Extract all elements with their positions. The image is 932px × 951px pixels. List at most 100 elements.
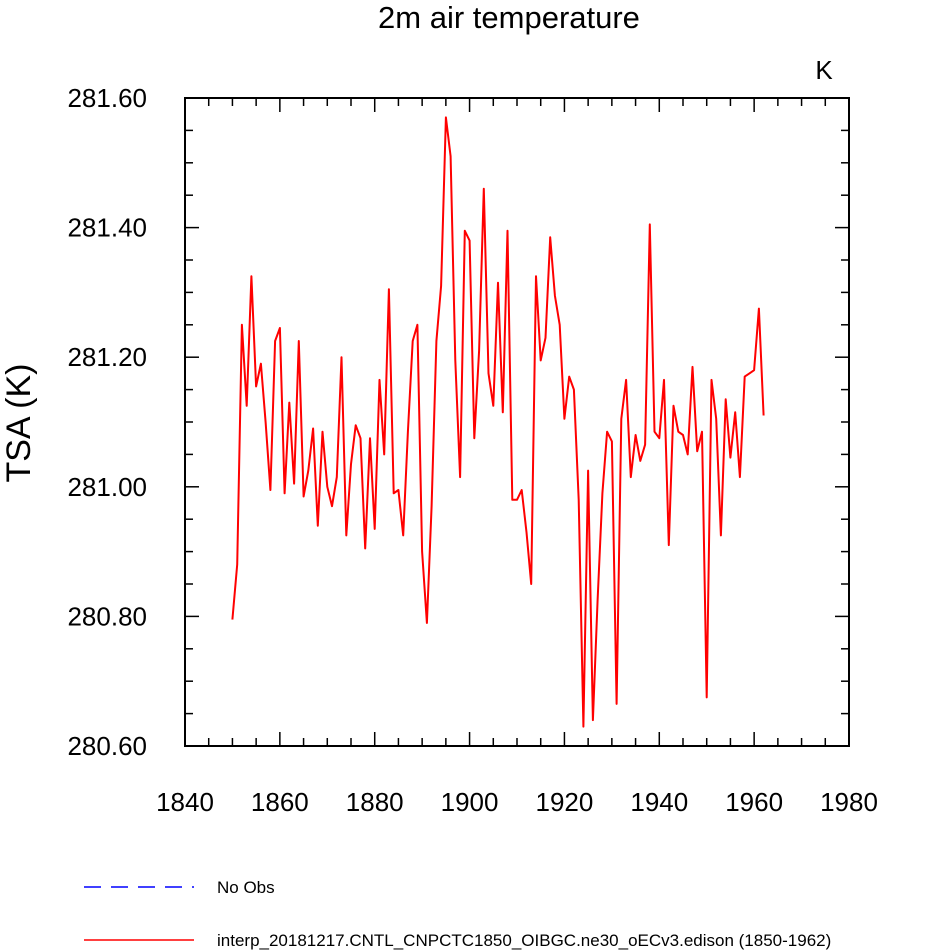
data-point (691, 366, 693, 368)
data-point (284, 492, 286, 494)
y-tick-labels: 280.60 280.80 281.00 281.20 281.40 281.60 (67, 83, 147, 761)
data-point (255, 385, 257, 387)
data-point (734, 411, 736, 413)
data-point (426, 622, 428, 624)
data-point (729, 457, 731, 459)
legend-label-no-obs: No Obs (217, 878, 275, 897)
data-point (502, 411, 504, 413)
data-point (568, 376, 570, 378)
y-tick-label: 281.20 (67, 342, 147, 372)
data-point (393, 492, 395, 494)
data-point (559, 324, 561, 326)
data-point (322, 431, 324, 433)
data-point (492, 405, 494, 407)
data-point (535, 275, 537, 277)
data-point (758, 308, 760, 310)
data-point (288, 402, 290, 404)
data-point (402, 534, 404, 536)
data-point (383, 453, 385, 455)
data-point (582, 726, 584, 728)
data-point (573, 389, 575, 391)
legend: No Obs interp_20181217.CNTL_CNPCTC1850_O… (84, 878, 831, 950)
data-point (350, 463, 352, 465)
data-point (298, 340, 300, 342)
data-point (274, 340, 276, 342)
data-point (317, 525, 319, 527)
series-layer (231, 116, 765, 728)
data-point (521, 489, 523, 491)
data-point (307, 470, 309, 472)
data-point (407, 431, 409, 433)
x-tick-label: 1940 (630, 787, 688, 817)
data-point (544, 337, 546, 339)
chart-units-label: K (815, 55, 833, 85)
data-point (241, 324, 243, 326)
x-tick-labels: 1840 1860 1880 1900 1920 1940 1960 1980 (156, 787, 878, 817)
data-point (644, 444, 646, 446)
y-tick-label: 280.60 (67, 731, 147, 761)
data-point (359, 437, 361, 439)
data-point (459, 476, 461, 478)
data-point (720, 534, 722, 536)
data-point (744, 376, 746, 378)
data-point (478, 350, 480, 352)
data-point (246, 405, 248, 407)
data-point (416, 324, 418, 326)
data-point (696, 450, 698, 452)
data-point (540, 359, 542, 361)
data-point (473, 437, 475, 439)
x-tick-label: 1980 (820, 787, 878, 817)
series-line-0 (231, 116, 765, 728)
data-point (516, 499, 518, 501)
data-point (710, 379, 712, 381)
chart-title: 2m air temperature (378, 0, 640, 35)
data-point (369, 437, 371, 439)
data-point (663, 379, 665, 381)
data-point (635, 434, 637, 436)
data-point (336, 476, 338, 478)
data-point (312, 427, 314, 429)
data-point (587, 470, 589, 472)
data-point (715, 418, 717, 420)
data-point (412, 340, 414, 342)
data-point (668, 544, 670, 546)
x-tick-label: 1880 (346, 787, 404, 817)
data-point (563, 418, 565, 420)
data-point (658, 437, 660, 439)
data-point (592, 719, 594, 721)
x-tick-label: 1860 (251, 787, 309, 817)
y-tick-label: 281.40 (67, 213, 147, 243)
data-point (497, 282, 499, 284)
data-point (682, 434, 684, 436)
data-point (231, 619, 233, 621)
data-point (464, 230, 466, 232)
data-point (511, 499, 513, 501)
legend-label-model-run: interp_20181217.CNTL_CNPCTC1850_OIBGC.ne… (217, 931, 831, 950)
data-point (677, 431, 679, 433)
data-point (616, 703, 618, 705)
data-point (397, 489, 399, 491)
data-point (331, 505, 333, 507)
data-point (454, 359, 456, 361)
data-point (753, 369, 755, 371)
data-point (326, 486, 328, 488)
data-point (421, 551, 423, 553)
x-tick-label: 1960 (725, 787, 783, 817)
data-point (620, 418, 622, 420)
data-point (293, 483, 295, 485)
data-point (578, 499, 580, 501)
data-point (431, 505, 433, 507)
data-point (554, 295, 556, 297)
y-tick-label: 281.00 (67, 472, 147, 502)
data-point (388, 288, 390, 290)
y-tick-label: 281.60 (67, 83, 147, 113)
data-point (525, 531, 527, 533)
data-point (469, 240, 471, 242)
data-point (530, 583, 532, 585)
data-point (549, 236, 551, 238)
data-point (507, 230, 509, 232)
data-point (611, 440, 613, 442)
data-point (374, 528, 376, 530)
data-point (345, 534, 347, 536)
data-point (440, 285, 442, 287)
